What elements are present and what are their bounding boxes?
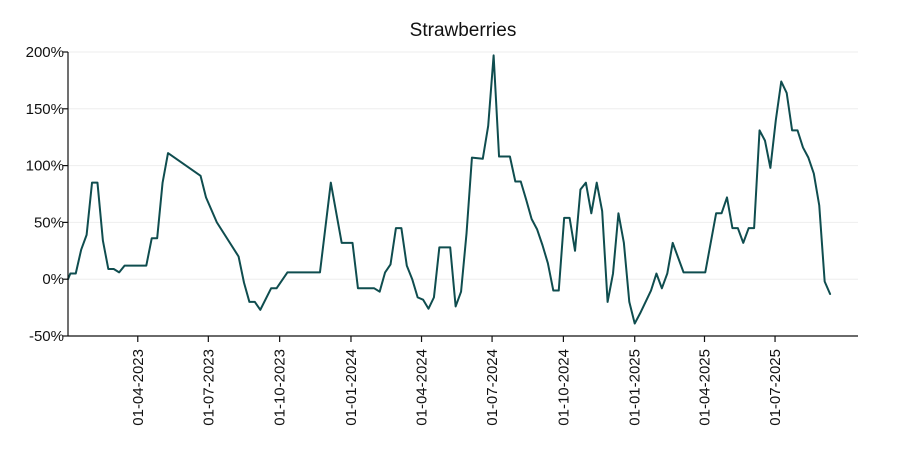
x-tick-label: 01-04-2024 [414,349,431,426]
y-tick-label: 0% [42,271,64,288]
x-tick-label: 01-01-2024 [343,349,360,426]
x-tick-label: 01-07-2025 [767,349,784,426]
x-tick-label: 01-07-2023 [200,349,217,426]
y-tick-label: 150% [26,101,64,118]
x-tick-label: 01-04-2025 [696,349,713,426]
x-tick-label: 01-07-2024 [484,349,501,426]
x-tick-label: 01-01-2025 [627,349,644,426]
x-axis-ticks: 01-04-2023 01-07-2023 01-10-2023 01-01-2024… [130,336,784,426]
y-axis-ticks: -50% 0% 50% 100% 150% 200% [26,44,68,345]
x-tick-label: 01-10-2023 [272,349,289,426]
series-line [67,54,832,325]
y-tick-label: 200% [26,44,64,61]
grid-lines [68,51,858,280]
series [67,54,832,325]
y-tick-label: -50% [29,328,64,345]
y-tick-label: 50% [34,214,64,231]
chart-title: Strawberries [410,20,517,41]
x-tick-label: 01-10-2024 [555,349,572,426]
y-tick-label: 100% [26,158,64,175]
axes [67,52,858,337]
x-tick-label: 01-04-2023 [130,349,147,426]
series-layer [67,54,832,325]
